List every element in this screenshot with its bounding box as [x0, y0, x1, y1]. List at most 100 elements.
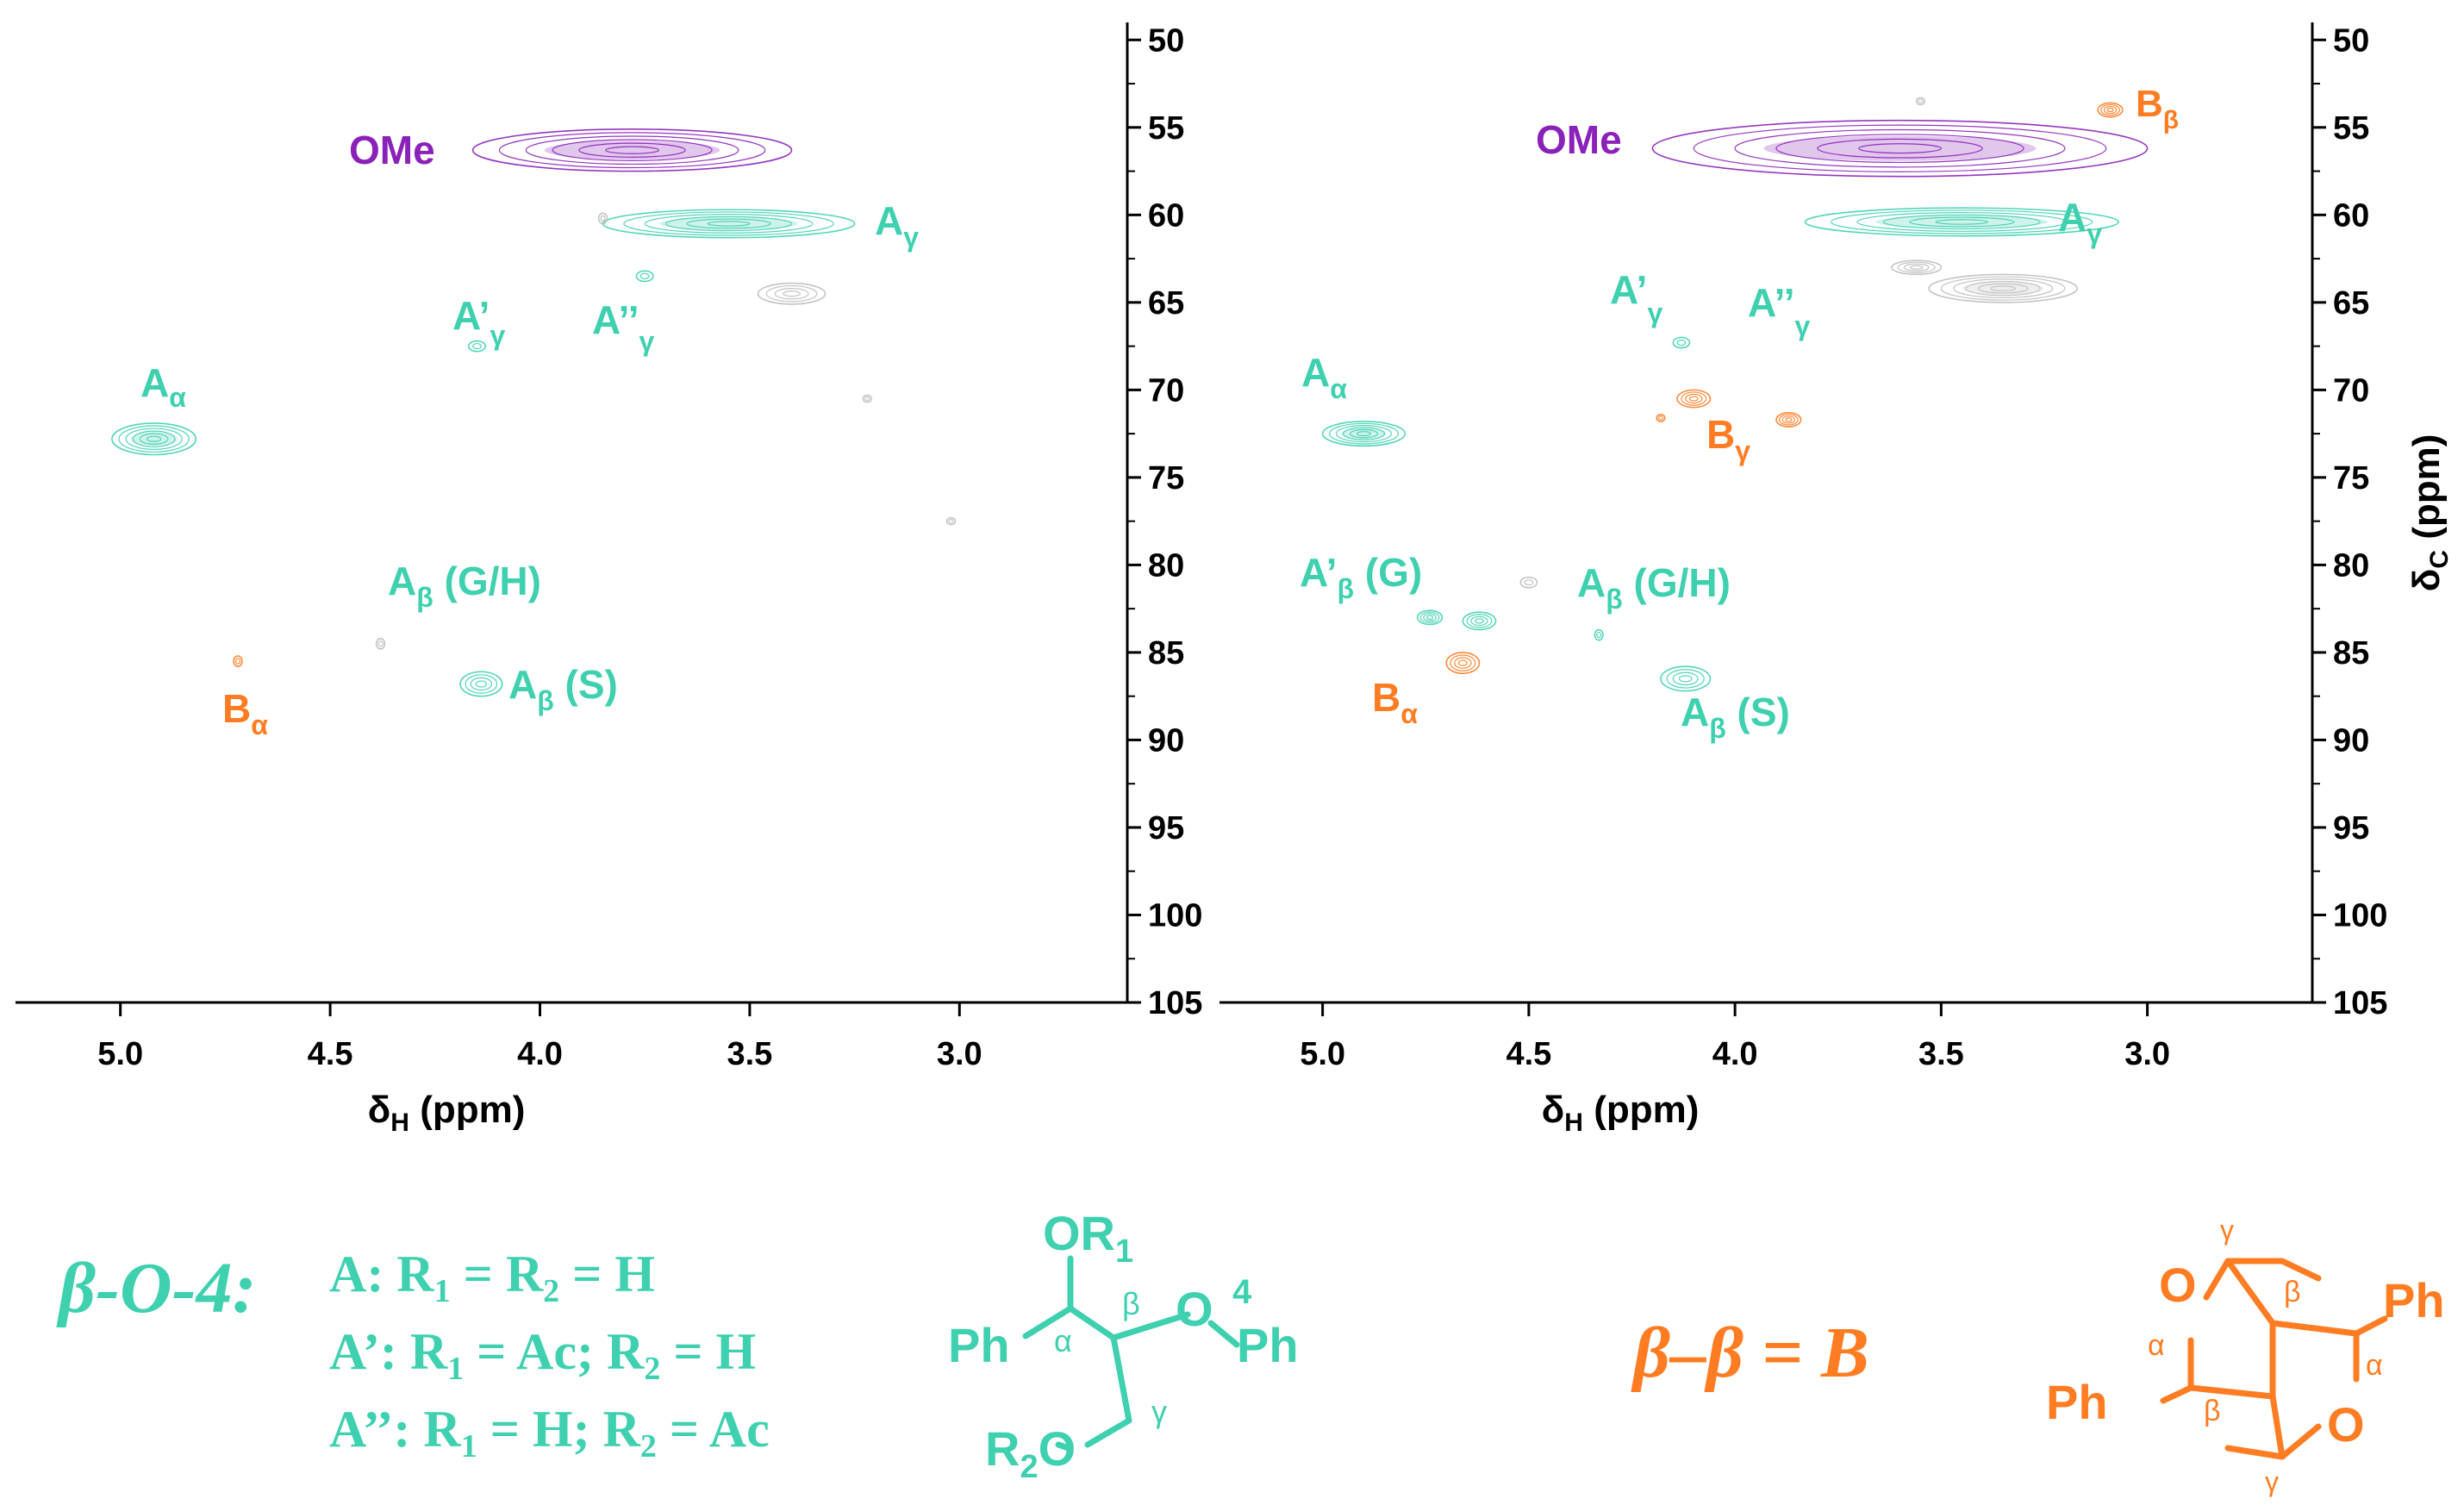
peak-a-	[602, 209, 856, 239]
contour-ring	[472, 342, 482, 350]
contour-ring	[2100, 103, 2120, 116]
contour-ring	[475, 680, 488, 688]
contour-ring	[233, 655, 243, 667]
contour-ring	[1778, 414, 1799, 426]
contour-ring	[467, 340, 487, 353]
structure-b-o-bottom: O	[2327, 1397, 2365, 1452]
contour-ring	[139, 433, 169, 445]
right-y-tick-label: 55	[2333, 110, 2369, 147]
contour-core	[1763, 135, 2037, 161]
contour-ring	[1445, 652, 1481, 675]
contour-ring	[864, 396, 870, 402]
contour-ring	[470, 677, 493, 691]
contour-ring	[1897, 261, 1936, 273]
structure-a-alpha: α	[1054, 1323, 1072, 1358]
left-y-tick-label: 85	[1148, 635, 1184, 671]
contour-ring	[1423, 613, 1437, 621]
contour-ring	[1775, 411, 1802, 428]
left-x-tick-label: 3.5	[727, 1036, 772, 1072]
contour-ring	[783, 290, 801, 297]
contour-ring	[1781, 415, 1796, 424]
left-y-tick-label: 65	[1148, 285, 1184, 322]
contour-ring	[1470, 615, 1488, 627]
peak-unassigned	[375, 637, 386, 650]
structure-b-o-top: O	[2159, 1258, 2197, 1312]
right-contour-layer	[1321, 97, 2149, 692]
contour-ring	[2103, 105, 2118, 115]
legend-beta-o4-line-2: A’: R1 = Ac; R2 = H	[329, 1323, 756, 1387]
right-x-tick-label: 4.0	[1712, 1036, 1758, 1072]
contour-ring	[765, 284, 818, 303]
structure-a-ph-left: Ph	[948, 1318, 1010, 1372]
contour-ring	[945, 516, 957, 526]
contour-ring	[1681, 391, 1707, 406]
bond-cg-cb-top	[2224, 1258, 2276, 1327]
structure-a-or1: OR1	[1043, 1206, 1133, 1270]
contour-ring	[862, 394, 872, 403]
contour-ring	[1891, 259, 1943, 276]
peak-unassigned	[1891, 259, 1943, 276]
contour-ring	[1335, 425, 1392, 443]
bond-c-beta-c-gamma	[1110, 1334, 1132, 1424]
right-label-b-alpha: Bα	[1372, 675, 1418, 729]
bond-cb-ca-left	[2187, 1384, 2276, 1400]
right-y-tick-label: 105	[2333, 985, 2387, 1021]
right-x-ticks: 5.0 4.5 4.0 3.5 3.0	[1300, 1002, 2170, 1072]
right-y-tick-label: 50	[2333, 22, 2369, 59]
contour-ring	[1425, 615, 1434, 620]
peak-b-	[2097, 102, 2124, 118]
bond-o-cg-bottom	[2279, 1423, 2322, 1460]
peak-b-	[1775, 411, 1802, 428]
contour-ring	[757, 282, 827, 305]
peak-b-	[1676, 389, 1712, 409]
peak-ome	[1651, 119, 2149, 178]
contour-ring	[1475, 618, 1484, 624]
contour-ring	[1928, 273, 2079, 303]
contour-ring	[1965, 280, 2041, 297]
bond-cb-ca-right	[2269, 1320, 2360, 1337]
contour-ring	[686, 218, 771, 229]
structure-beta-o4	[1022, 1255, 1240, 1452]
legend-beta-o4-line-1: A: R1 = R2 = H	[329, 1246, 655, 1309]
contour-ring	[1524, 579, 1534, 586]
contour-ring	[644, 214, 814, 234]
peak-unassigned	[757, 282, 827, 305]
contour-core	[1875, 215, 2049, 228]
contour-ring	[1519, 576, 1538, 589]
contour-ring	[1990, 285, 2017, 291]
bond-cb-cg-bottom	[2269, 1393, 2286, 1460]
left-y-ticks: 50 55 60 65 70 75 80 85 90 95 100 105	[1127, 22, 1202, 1021]
contour-ring	[2097, 102, 2124, 118]
left-x-tick-label: 5.0	[97, 1036, 143, 1072]
structure-b-alpha-left: α	[2148, 1329, 2165, 1362]
right-hsqc-panel: 5.0 4.5 4.0 3.5 3.0 50 55 60 65 70 75 80 85 90 95 100 1…	[1220, 22, 2454, 1137]
left-label-a-gamma: Aγ	[875, 198, 919, 253]
contour-ring	[1918, 98, 1924, 103]
structure-a-gamma: γ	[1151, 1394, 1167, 1429]
peak-b-	[1656, 414, 1666, 422]
peak-a-	[467, 340, 487, 353]
contour-ring	[578, 142, 686, 158]
contour-ring	[1349, 428, 1379, 439]
contour-ring	[1656, 414, 1666, 422]
left-label-b-alpha: Bα	[222, 686, 268, 740]
contour-ring	[597, 212, 608, 225]
contour-ring	[118, 425, 190, 453]
peak-unassigned	[862, 394, 872, 403]
legend-beta-o4-title: β-O-4:	[56, 1248, 257, 1328]
left-y-tick-label: 80	[1148, 547, 1184, 584]
left-contour-layer	[111, 128, 957, 697]
structure-beta-beta-labels: γ O β Ph α α Ph β O γ	[2046, 1215, 2445, 1497]
left-y-tick-label: 105	[1148, 985, 1202, 1021]
left-x-tick-label: 4.0	[517, 1036, 563, 1072]
contour-ring	[948, 519, 954, 524]
right-y-tick-label: 95	[2333, 810, 2369, 846]
structure-a-four: 4	[1232, 1273, 1252, 1311]
right-x-tick-label: 3.5	[1918, 1036, 1964, 1072]
contour-ring	[1940, 276, 2066, 301]
contour-ring	[1685, 393, 1703, 404]
left-y-tick-label: 95	[1148, 810, 1184, 846]
legend-beta-o4: β-O-4: A: R1 = R2 = H A’: R1 = Ac; R2 = …	[56, 1246, 770, 1464]
contour-ring	[1450, 654, 1476, 671]
